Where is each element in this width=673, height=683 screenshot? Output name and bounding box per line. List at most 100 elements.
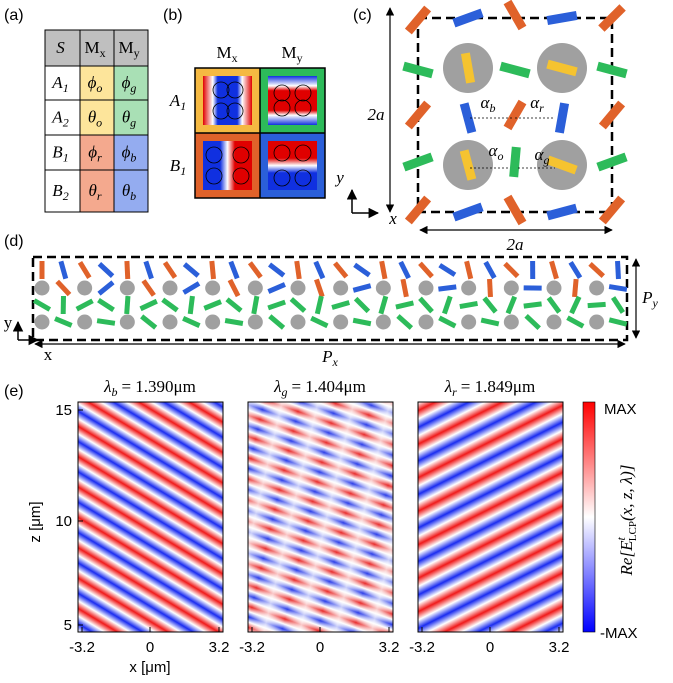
panel-label: (e) — [4, 383, 24, 400]
x-tick-label: 3.2 — [549, 639, 570, 656]
table-text-sub: g — [130, 81, 136, 95]
nanobar — [481, 318, 500, 327]
mode-row-label: B1 — [170, 156, 186, 178]
nanobar — [504, 0, 527, 30]
pillar — [248, 315, 263, 330]
mode-row-label-sub: 1 — [180, 164, 186, 178]
panel-label: (c) — [353, 7, 372, 24]
nanobar — [163, 261, 177, 279]
nanobar — [182, 281, 200, 295]
nanobar — [609, 284, 628, 292]
nanobar — [251, 296, 259, 315]
mode-column-label-sub: y — [297, 51, 303, 65]
nanobar — [33, 298, 51, 311]
nanobar — [98, 262, 115, 278]
nanobar — [452, 9, 483, 28]
table-text-base: θ — [122, 108, 130, 127]
x-tick-label: 0 — [316, 639, 324, 656]
mode-field — [203, 141, 252, 190]
angle-label-sub: r — [539, 101, 544, 115]
pillar — [77, 281, 92, 296]
table-text-sub: o — [96, 81, 102, 95]
nanobar — [400, 279, 408, 298]
nanobar — [499, 62, 530, 78]
nanobar — [547, 296, 562, 314]
nanobar — [504, 100, 527, 130]
nanobar — [225, 318, 244, 326]
x-tick-label: 3.2 — [379, 639, 400, 656]
table-text-sub: 1 — [63, 151, 69, 165]
nanobar — [267, 282, 286, 294]
map-title: λg= 1.404μm — [273, 377, 366, 399]
colorbar-label-suffix: (x, z, λ)] — [617, 465, 636, 521]
nanobar — [615, 261, 621, 279]
table-text-base: A — [51, 73, 63, 92]
nanobar — [569, 296, 581, 314]
nanobar — [354, 297, 370, 313]
map-title: λr= 1.849μm — [444, 377, 535, 399]
map-title: λb= 1.390μm — [103, 377, 196, 399]
table-text-sub: x — [100, 46, 106, 60]
table-text-sub: b — [130, 189, 136, 203]
field-map-overlay — [248, 402, 393, 632]
colorbar-min: -MAX — [600, 625, 638, 642]
nanobar — [378, 296, 388, 315]
nanobar — [55, 280, 71, 297]
nanobar — [555, 102, 569, 133]
table-text-base: ϕ — [122, 73, 131, 92]
axis-label: y — [334, 168, 344, 187]
pillar — [333, 315, 348, 330]
nanobar — [209, 261, 216, 279]
map-title-symbol: λ — [103, 377, 111, 396]
unit-cell — [352, 8, 612, 230]
nanobar — [161, 298, 179, 313]
mode-column-label-sub: x — [232, 51, 238, 65]
panel-label: (a) — [4, 7, 24, 24]
nanobar — [506, 296, 517, 315]
nanobar — [58, 261, 68, 280]
pillar — [589, 281, 604, 296]
pillar — [163, 315, 178, 330]
nanobar — [572, 279, 579, 297]
angle-label: αb — [481, 93, 496, 115]
nanobar — [97, 298, 115, 312]
map-title-value: = 1.390μm — [121, 377, 195, 396]
pillar — [163, 281, 178, 296]
x-axis-label: x [μm] — [129, 659, 170, 676]
nanobar — [315, 296, 324, 315]
nanobar — [588, 262, 605, 278]
field-map — [418, 402, 563, 632]
table-text-sub: g — [130, 116, 136, 130]
pillar — [205, 281, 220, 296]
nanobar — [504, 195, 527, 225]
nanobar — [418, 262, 434, 279]
nanobar — [268, 263, 285, 278]
period-label-base: P — [641, 288, 652, 307]
table-text-base: B — [52, 143, 63, 162]
pillar — [461, 281, 476, 296]
table-text-base: θ — [122, 181, 130, 200]
nanobar — [139, 299, 157, 311]
x-tick-label: 3.2 — [209, 639, 230, 656]
nanobar — [460, 102, 476, 133]
pillar — [205, 315, 220, 330]
x-tick-label: -3.2 — [69, 639, 95, 656]
nanobar — [225, 297, 242, 312]
angle-label-sub: o — [497, 149, 503, 163]
axis-label: x — [44, 345, 53, 364]
mode-row-label-sub: 1 — [180, 99, 186, 113]
table-text-sub: o — [96, 116, 102, 130]
angle-label-sub: b — [489, 101, 495, 115]
nanobar — [331, 300, 350, 310]
nanobar — [203, 299, 222, 310]
nanobar — [97, 280, 114, 295]
nanobar — [438, 284, 456, 291]
mode-row-label-base: B — [170, 156, 181, 175]
pillar — [461, 315, 476, 330]
nanobar — [141, 279, 155, 297]
pillar — [291, 281, 306, 296]
dimension-label: 2a — [368, 105, 385, 124]
table-text-sub: r — [97, 151, 102, 165]
mode-column-label-base: M — [281, 43, 296, 62]
colorbar-label-sub: LCP — [627, 521, 639, 541]
